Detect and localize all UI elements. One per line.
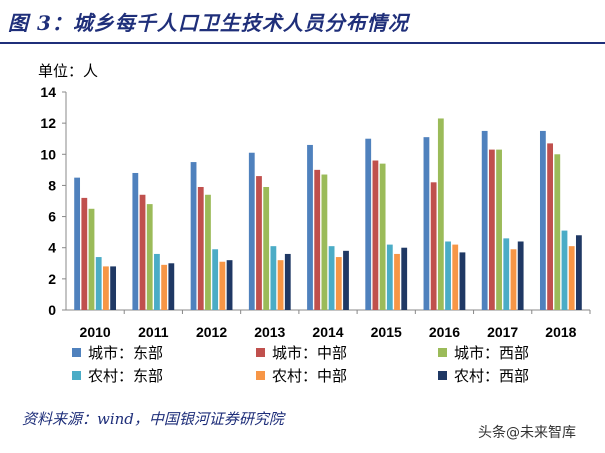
x-tick-label: 2010 — [80, 324, 111, 340]
legend-label: 城市：东部 — [88, 343, 164, 362]
bar — [219, 261, 226, 310]
bar — [110, 266, 117, 310]
y-tick-label: 4 — [48, 240, 56, 256]
y-tick-label: 2 — [48, 271, 56, 287]
bar — [539, 130, 546, 310]
bar — [423, 137, 430, 310]
legend-swatch — [256, 370, 265, 380]
y-tick-label: 0 — [48, 302, 56, 318]
x-tick-label: 2012 — [196, 324, 227, 340]
bar — [212, 249, 219, 310]
legend-item: 农村：中部 — [256, 365, 347, 385]
bar — [314, 169, 321, 310]
bar — [74, 177, 81, 310]
bar — [103, 266, 109, 310]
x-tick-label: 2018 — [545, 324, 576, 340]
y-tick-label: 6 — [48, 209, 56, 225]
legend-item: 城市：东部 — [72, 342, 163, 362]
chart-axes: 0 2 4 6 8 10 12 14 2010 2011 2012 2013 2014 2015 2016 2… — [40, 84, 591, 340]
x-tick-label: 2015 — [371, 324, 402, 340]
legend-label: 农村：西部 — [454, 366, 530, 385]
x-tick-label: 2011 — [138, 324, 169, 340]
bar — [561, 230, 568, 310]
bar — [197, 186, 204, 310]
bar — [517, 241, 524, 310]
source-note: 资料来源：wind，中国银河证券研究院 — [22, 410, 284, 428]
bar — [88, 208, 95, 310]
bar — [510, 249, 517, 310]
bar — [452, 244, 459, 310]
bar — [481, 130, 488, 310]
bar — [503, 238, 510, 310]
y-tick-label: 14 — [40, 84, 56, 100]
legend-swatch — [438, 347, 447, 357]
legend-swatch — [438, 370, 447, 380]
bar — [205, 194, 211, 310]
y-tick-label: 12 — [40, 115, 56, 131]
legend-label: 城市：中部 — [272, 343, 348, 362]
bar — [459, 252, 466, 310]
bar — [256, 176, 262, 310]
legend-item: 农村：西部 — [438, 365, 529, 385]
bar — [372, 160, 379, 310]
bar — [321, 174, 328, 310]
bar — [81, 197, 88, 310]
x-tick-label: 2016 — [429, 324, 460, 340]
x-tick-label: 2014 — [312, 324, 343, 340]
bar — [270, 246, 277, 310]
bar — [284, 253, 291, 310]
bar — [394, 253, 400, 310]
bar — [401, 247, 408, 310]
bar — [263, 186, 270, 310]
watermark: 头条@未来智库 — [478, 425, 576, 441]
bar — [190, 162, 197, 310]
bar — [437, 118, 444, 310]
bar — [95, 257, 102, 310]
x-tick-label: 2013 — [254, 324, 285, 340]
bar — [430, 182, 437, 310]
legend-swatch — [256, 347, 265, 357]
bar — [139, 194, 146, 310]
legend-label: 农村：中部 — [272, 366, 348, 385]
bar — [488, 149, 495, 310]
y-tick-label: 8 — [48, 177, 56, 193]
bar — [379, 163, 386, 310]
bar — [132, 172, 139, 310]
bar — [277, 260, 284, 310]
bar — [307, 144, 313, 310]
chart-bars — [74, 118, 582, 310]
bar — [365, 138, 372, 310]
bar — [554, 154, 561, 310]
unit-label: 单位：人 — [38, 62, 99, 80]
bar — [146, 204, 153, 310]
legend-item: 农村：东部 — [72, 365, 163, 385]
bar — [568, 246, 575, 310]
bar — [161, 264, 168, 310]
bar — [335, 257, 342, 310]
legend-swatch — [72, 370, 81, 380]
bar — [343, 250, 349, 310]
bar — [226, 260, 233, 310]
bar — [575, 235, 582, 310]
bar — [496, 149, 502, 310]
bar — [154, 253, 160, 310]
bar — [386, 244, 393, 310]
bar — [168, 263, 175, 310]
x-tick-label: 2017 — [487, 324, 518, 340]
legend-label: 城市：西部 — [454, 343, 530, 362]
title-underline — [0, 42, 605, 44]
bar — [547, 143, 553, 310]
legend-swatch — [72, 347, 81, 357]
bar — [248, 152, 255, 310]
figure-title: 图 3：城乡每千人口卫生技术人员分布情况 — [8, 11, 409, 35]
y-tick-label: 10 — [40, 146, 56, 162]
legend-label: 农村：东部 — [88, 366, 164, 385]
legend-item: 城市：西部 — [438, 342, 529, 362]
bar — [328, 246, 335, 310]
bar — [445, 241, 451, 310]
legend-item: 城市：中部 — [256, 342, 347, 362]
